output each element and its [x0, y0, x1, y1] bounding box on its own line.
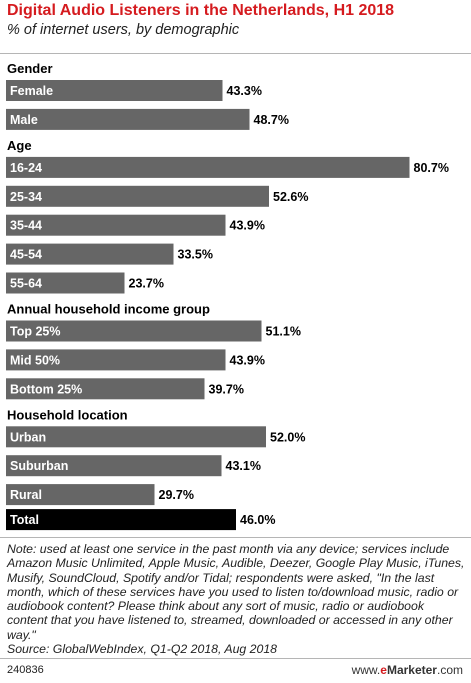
- bar: [6, 185, 269, 207]
- bar: [6, 243, 174, 265]
- bar-category-label: Total: [10, 513, 39, 527]
- bar-category-label: 25-34: [10, 190, 42, 204]
- bar-category-label: Mid 50%: [10, 353, 60, 367]
- bar: [6, 484, 155, 506]
- group-heading: Annual household income group: [7, 302, 210, 317]
- bar-value-label: 51.1%: [266, 325, 301, 339]
- bar: [6, 455, 222, 477]
- bar-category-label: 45-54: [10, 248, 42, 262]
- bar-value-label: 39.7%: [209, 382, 244, 396]
- bar-chart: Gender Female 43.3% Male 48.7% Age 16-24 80.7% 2…: [6, 61, 449, 531]
- bar-category-label: Top 25%: [10, 325, 60, 339]
- brand-prefix: www.: [351, 663, 381, 677]
- chart-note: Note: used at least one service in the p…: [7, 542, 467, 656]
- bar-value-label: 43.9%: [230, 353, 265, 367]
- bar: [6, 272, 125, 294]
- group-heading: Age: [7, 138, 32, 153]
- bar-value-label: 43.3%: [227, 84, 262, 98]
- note-divider: [0, 537, 471, 538]
- bar-value-label: 46.0%: [240, 513, 275, 527]
- group-heading: Household location: [7, 407, 128, 422]
- chart-title: Digital Audio Listeners in the Netherlan…: [7, 2, 395, 19]
- brand-suffix: .com: [436, 663, 463, 677]
- bar: [6, 156, 410, 178]
- source-text: Source: GlobalWebIndex, Q1-Q2 2018, Aug …: [7, 642, 278, 657]
- bar-value-label: 43.1%: [226, 459, 261, 473]
- brand-e: e: [380, 663, 387, 677]
- bar-category-label: Urban: [10, 430, 46, 444]
- bar: [6, 349, 226, 371]
- bar-category-label: Suburban: [10, 459, 68, 473]
- emarketer-logo: www.eMarketer.com: [352, 663, 463, 677]
- bar-value-label: 29.7%: [159, 488, 194, 502]
- bar-value-label: 52.6%: [273, 190, 308, 204]
- bar: [6, 80, 223, 101]
- bar: [6, 320, 262, 342]
- bar-value-label: 80.7%: [414, 161, 449, 175]
- total-bar: [6, 509, 236, 531]
- chart-id: 240836: [7, 664, 44, 676]
- bar: [6, 378, 205, 400]
- bar: [6, 426, 266, 448]
- bar-category-label: 16-24: [10, 161, 42, 175]
- bar-category-label: 55-64: [10, 277, 42, 291]
- brand-name: Marketer: [386, 663, 437, 677]
- bar-category-label: Female: [10, 84, 53, 98]
- top-divider: [0, 53, 471, 54]
- chart-subtitle: % of internet users, by demographic: [7, 22, 240, 38]
- note-text: Note: used at least one service in the p…: [7, 542, 465, 642]
- bar: [6, 108, 250, 130]
- bar-value-label: 23.7%: [129, 277, 164, 291]
- bar-value-label: 52.0%: [270, 430, 305, 444]
- bar-category-label: Bottom 25%: [10, 382, 82, 396]
- footer-divider: [0, 658, 471, 659]
- bar-value-label: 43.9%: [230, 219, 265, 233]
- group-heading: Gender: [7, 61, 53, 76]
- bar-value-label: 48.7%: [254, 113, 289, 127]
- bar-category-label: Male: [10, 113, 38, 127]
- bar: [6, 214, 226, 236]
- bar-value-label: 33.5%: [178, 248, 213, 262]
- bar-category-label: Rural: [10, 488, 42, 502]
- bar-category-label: 35-44: [10, 219, 42, 233]
